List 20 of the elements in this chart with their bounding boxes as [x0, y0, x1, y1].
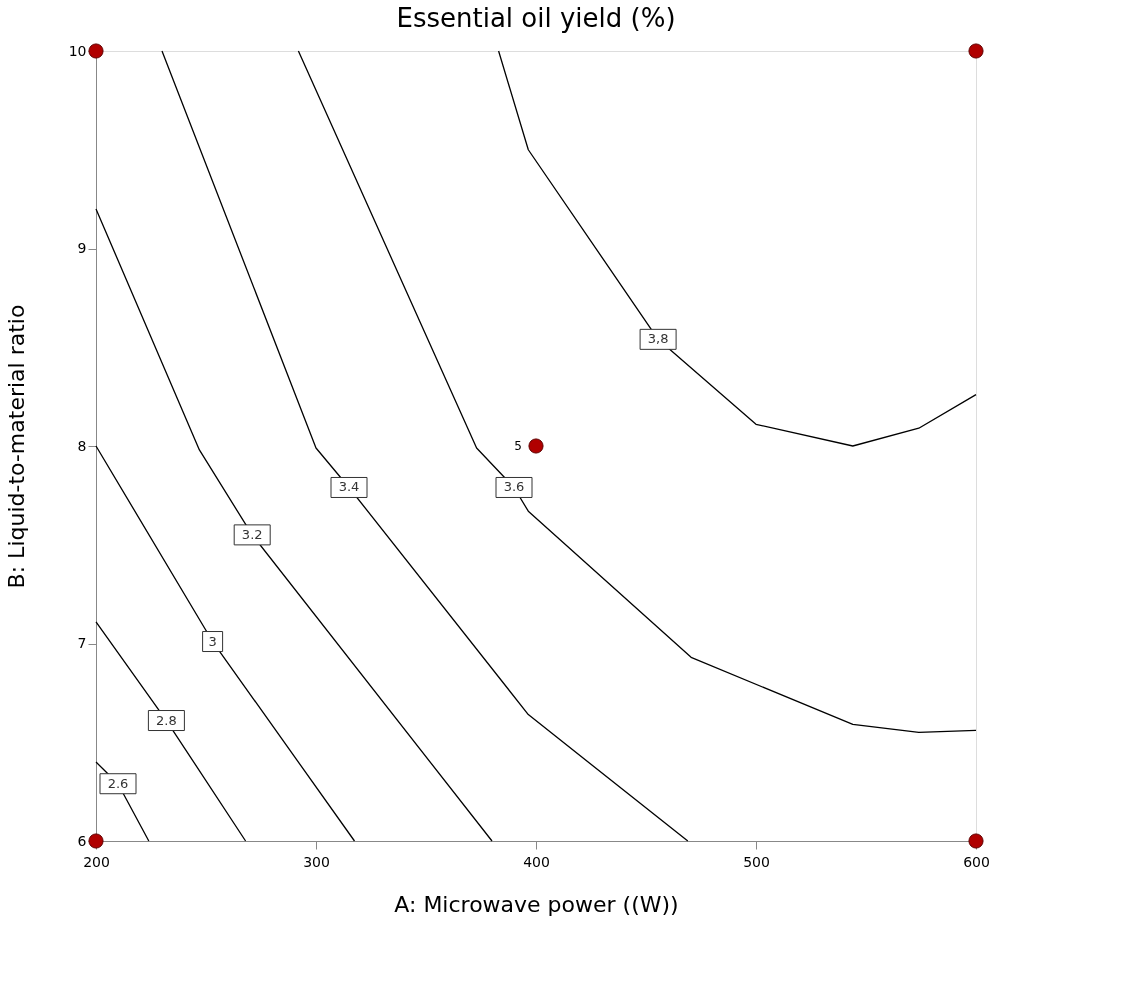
x-axis-title: A: Microwave power ((W)): [394, 891, 679, 917]
point: [88, 43, 104, 59]
y-tick-label: 8: [77, 437, 87, 454]
line-series: [95, 208, 493, 842]
x-tick-label: 400: [523, 853, 550, 870]
y-axis-title: B: Liquid-to-material ratio: [3, 304, 29, 589]
x-tick-label: 500: [743, 853, 770, 870]
point: [528, 438, 544, 454]
x-tick-label: 600: [963, 853, 990, 870]
point: [968, 43, 984, 59]
y-tick-label: 6: [77, 832, 87, 849]
y-tick-label: 10: [68, 42, 87, 59]
annotation: 3: [208, 633, 217, 649]
y-tick-label: 7: [77, 635, 87, 651]
y-tick-label: 9: [77, 240, 87, 256]
chart-title: Essential oil yield (%): [396, 2, 676, 33]
x-tick-label: 300: [303, 853, 330, 870]
x-tick-label: 200: [83, 853, 110, 870]
line-series: [297, 50, 977, 734]
annotation: 5: [514, 439, 522, 453]
